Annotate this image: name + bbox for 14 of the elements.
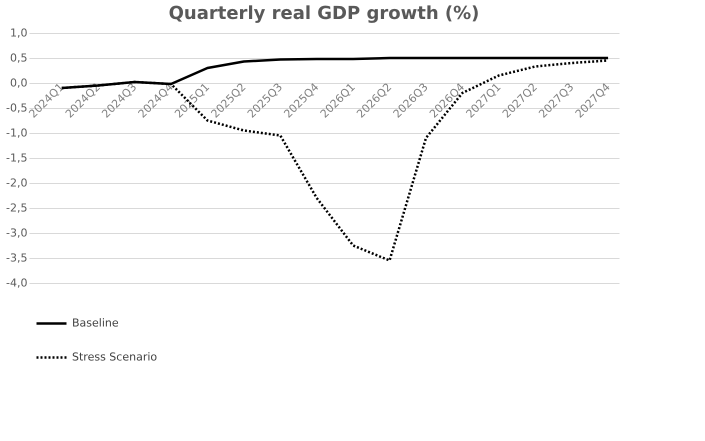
y-tick-label: -1,5 — [6, 152, 28, 164]
y-tick-label: 0,0 — [10, 76, 28, 90]
y-tick-label: -2,0 — [6, 176, 28, 190]
y-tick-label: -3,5 — [6, 252, 28, 264]
y-tick-label: -2,5 — [6, 202, 28, 214]
legend-label: Stress Scenario — [72, 350, 158, 364]
y-tick-label: -0,5 — [6, 102, 28, 114]
y-tick-label: -1,0 — [6, 126, 28, 140]
chart-title: Quarterly real GDP growth (%) — [168, 3, 480, 24]
y-tick-label: -3,0 — [6, 226, 28, 240]
y-tick-label: 1,0 — [10, 26, 28, 40]
legend-label: Baseline — [72, 316, 119, 330]
y-tick-label: -4,0 — [6, 276, 28, 290]
y-tick-label: 0,5 — [10, 52, 28, 64]
